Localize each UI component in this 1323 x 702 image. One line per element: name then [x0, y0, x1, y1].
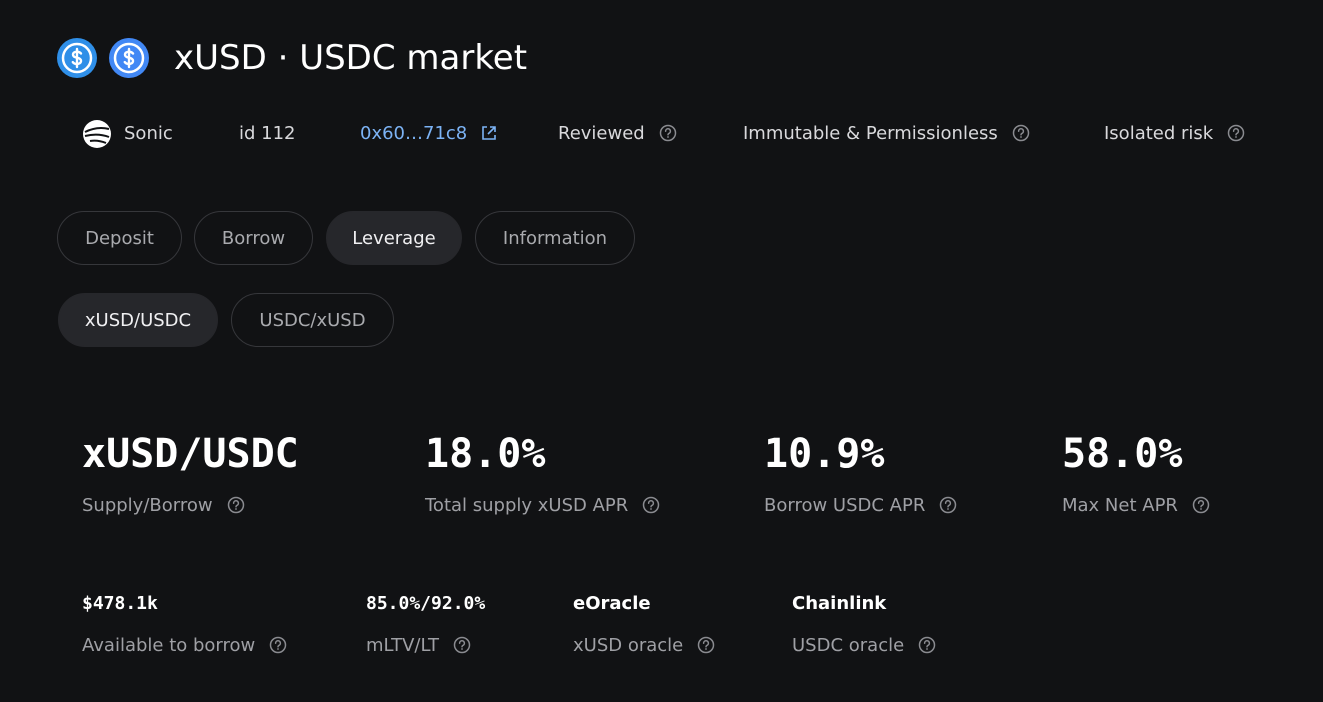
market-id: id 112: [239, 122, 296, 144]
detail: xUSD oracle: [573, 632, 715, 658]
tab-active[interactable]: Leverage: [326, 211, 462, 265]
detail: Available to borrow: [82, 632, 287, 658]
help-icon[interactable]: [1192, 496, 1210, 514]
token-icon-usdc: [109, 38, 149, 78]
stat-label: Max Net APR: [1062, 494, 1178, 516]
address[interactable]: 0x60…71c8: [360, 122, 468, 144]
token-icon-xusd: [57, 38, 97, 78]
pair[interactable]: USDC/xUSD: [231, 293, 394, 347]
stat-value: xUSD/USDC: [82, 431, 299, 477]
help-icon[interactable]: [697, 636, 715, 654]
stat: Supply/Borrow: [82, 492, 245, 518]
help-icon[interactable]: [939, 496, 957, 514]
tab[interactable]: Information: [475, 211, 635, 265]
help-icon[interactable]: [1227, 124, 1245, 142]
stat-value: 18.0%: [425, 431, 546, 477]
detail-value: $478.1k: [82, 592, 158, 614]
tab[interactable]: Deposit: [57, 211, 182, 265]
help-icon[interactable]: [659, 124, 677, 142]
stat-label: Supply/Borrow: [82, 494, 213, 516]
stat-value: 10.9%: [764, 431, 885, 477]
help-icon[interactable]: [918, 636, 936, 654]
help-icon[interactable]: [453, 636, 471, 654]
pair-active[interactable]: xUSD/USDC: [58, 293, 218, 347]
detail-label: xUSD oracle: [573, 634, 684, 656]
network: Sonic: [124, 122, 173, 144]
stat-label: Borrow USDC APR: [764, 494, 926, 516]
detail-label: mLTV/LT: [366, 634, 440, 656]
review-status: Reviewed: [558, 120, 677, 146]
address-link[interactable]: 0x60…71c8: [360, 120, 497, 146]
detail-value: eOracle: [573, 592, 651, 614]
status: Reviewed: [558, 122, 645, 144]
detail: USDC oracle: [792, 632, 936, 658]
stat: Borrow USDC APR: [764, 492, 957, 518]
network-icon: [83, 120, 111, 148]
stat-value: 58.0%: [1062, 431, 1183, 477]
stat: Total supply xUSD APR: [425, 492, 660, 518]
tab[interactable]: Borrow: [194, 211, 313, 265]
help-icon[interactable]: [227, 496, 245, 514]
risk-type: Isolated risk: [1104, 120, 1245, 146]
detail: mLTV/LT: [366, 632, 471, 658]
detail-label: USDC oracle: [792, 634, 905, 656]
detail-value: 85.0%/92.0%: [366, 592, 486, 614]
market-title: xUSD · USDC market: [174, 38, 528, 78]
type: Immutable & Permissionless: [743, 122, 998, 144]
stat: Max Net APR: [1062, 492, 1210, 518]
stat-label: Total supply xUSD APR: [425, 494, 629, 516]
detail-value: Chainlink: [792, 592, 887, 614]
detail-label: Available to borrow: [82, 634, 256, 656]
external-icon: [482, 126, 497, 140]
help-icon[interactable]: [1012, 124, 1030, 142]
help-icon[interactable]: [642, 496, 660, 514]
help-icon[interactable]: [269, 636, 287, 654]
risk: Isolated risk: [1104, 122, 1214, 144]
market-type: Immutable & Permissionless: [743, 120, 1030, 146]
